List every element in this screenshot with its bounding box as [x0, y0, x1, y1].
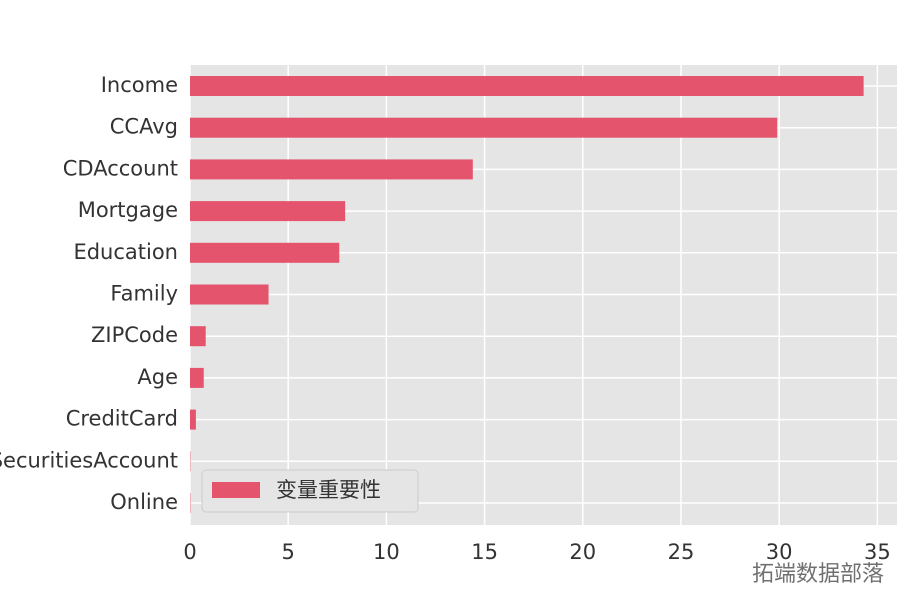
y-tick-label: Income — [101, 73, 178, 97]
y-tick-label: Education — [73, 240, 178, 264]
x-tick-label: 0 — [183, 540, 196, 564]
bar — [190, 201, 346, 222]
bar — [190, 284, 269, 305]
y-tick-label: Family — [110, 282, 178, 306]
bar — [190, 367, 204, 388]
x-tick-label: 20 — [569, 540, 596, 564]
legend-label: 变量重要性 — [276, 478, 381, 502]
y-tick-label: CreditCard — [66, 407, 178, 431]
bar — [190, 409, 196, 430]
y-tick-label: Online — [110, 490, 178, 514]
bar — [190, 159, 473, 180]
legend-swatch — [212, 482, 260, 498]
y-tick-label: Age — [137, 365, 178, 389]
x-tick-label: 10 — [373, 540, 400, 564]
y-tick-label: ZIPCode — [91, 323, 178, 347]
y-tick-label: Mortgage — [78, 198, 178, 222]
x-tick-label: 5 — [282, 540, 295, 564]
y-tick-label: CDAccount — [63, 156, 178, 180]
watermark: 拓端数据部落 — [752, 562, 884, 587]
x-tick-label: 15 — [471, 540, 498, 564]
y-tick-label: SecuritiesAccount — [0, 448, 178, 472]
x-tick-label: 25 — [668, 540, 695, 564]
x-tick-label: 35 — [864, 540, 891, 564]
y-tick-label: CCAvg — [110, 115, 178, 139]
bar — [190, 326, 206, 347]
bar — [190, 117, 778, 138]
legend-box — [201, 469, 419, 513]
bar — [190, 76, 864, 96]
bar — [190, 242, 340, 263]
x-tick-label: 30 — [766, 540, 793, 564]
